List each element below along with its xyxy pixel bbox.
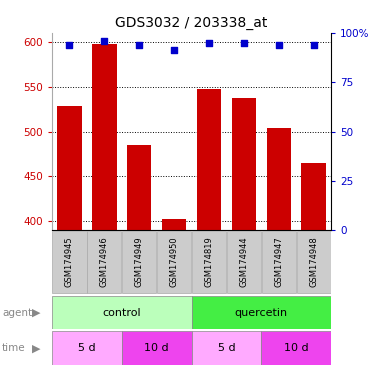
- Bar: [266, 128, 291, 384]
- Bar: [261, 331, 331, 365]
- Bar: [57, 106, 82, 384]
- Point: [171, 47, 177, 53]
- Point: [101, 38, 107, 44]
- Text: GSM174947: GSM174947: [274, 237, 283, 288]
- Bar: [122, 331, 192, 365]
- Text: 5 d: 5 d: [218, 343, 235, 353]
- Text: GSM174945: GSM174945: [65, 237, 74, 287]
- Bar: [192, 296, 331, 329]
- Bar: [296, 231, 331, 293]
- Text: GSM174946: GSM174946: [100, 237, 109, 288]
- Text: GSM174819: GSM174819: [204, 237, 214, 288]
- Bar: [52, 331, 122, 365]
- Bar: [122, 231, 156, 293]
- Bar: [197, 89, 221, 384]
- Text: time: time: [2, 343, 25, 353]
- Title: GDS3032 / 203338_at: GDS3032 / 203338_at: [116, 16, 268, 30]
- Text: 10 d: 10 d: [144, 343, 169, 353]
- Text: ▶: ▶: [32, 308, 41, 318]
- Bar: [87, 231, 121, 293]
- Bar: [52, 296, 192, 329]
- Bar: [162, 219, 186, 384]
- Text: GSM174950: GSM174950: [169, 237, 179, 287]
- Point: [241, 40, 247, 46]
- Bar: [232, 98, 256, 384]
- Bar: [262, 231, 296, 293]
- Bar: [127, 145, 151, 384]
- Text: control: control: [102, 308, 141, 318]
- Bar: [52, 231, 87, 293]
- Text: 5 d: 5 d: [78, 343, 96, 353]
- Text: 10 d: 10 d: [284, 343, 308, 353]
- Bar: [157, 231, 191, 293]
- Point: [136, 41, 142, 48]
- Text: GSM174949: GSM174949: [135, 237, 144, 287]
- Text: GSM174944: GSM174944: [239, 237, 248, 287]
- Bar: [227, 231, 261, 293]
- Bar: [192, 231, 226, 293]
- Bar: [192, 331, 261, 365]
- Point: [206, 40, 212, 46]
- Bar: [92, 44, 117, 384]
- Point: [276, 41, 282, 48]
- Text: agent: agent: [2, 308, 32, 318]
- Text: ▶: ▶: [32, 343, 41, 353]
- Bar: [301, 163, 326, 384]
- Text: quercetin: quercetin: [235, 308, 288, 318]
- Point: [66, 41, 72, 48]
- Text: GSM174948: GSM174948: [309, 237, 318, 288]
- Point: [311, 41, 317, 48]
